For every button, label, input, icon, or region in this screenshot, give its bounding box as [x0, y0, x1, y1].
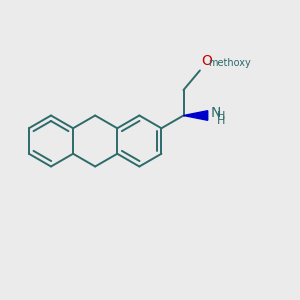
Text: N: N — [211, 106, 221, 120]
Polygon shape — [184, 111, 208, 120]
Text: O: O — [201, 54, 212, 68]
Text: methoxy: methoxy — [208, 58, 251, 68]
Text: H: H — [217, 111, 226, 121]
Text: H: H — [217, 116, 226, 127]
